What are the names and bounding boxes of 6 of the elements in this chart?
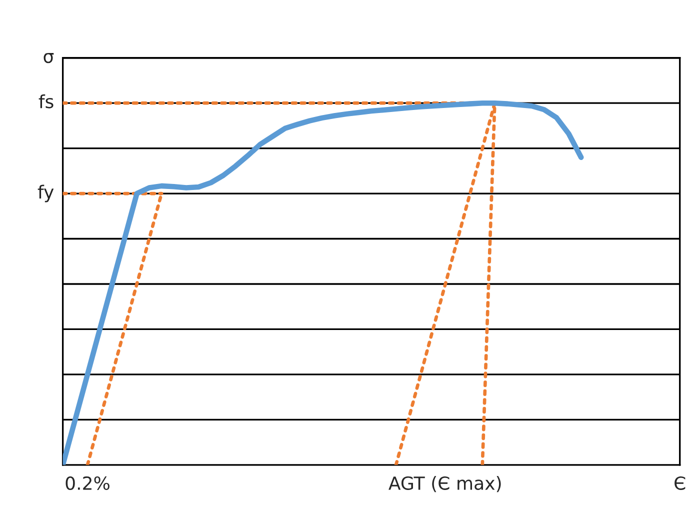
x-tick-label: Є [674, 476, 686, 490]
ref-line-label: fs [38, 94, 54, 108]
ref-line-label: σ [44, 52, 54, 64]
x-tick-label: 0.2% [66, 476, 110, 490]
ref-line-label: fy [38, 184, 54, 202]
x-tick-label: AGT (Є max) [388, 476, 501, 492]
